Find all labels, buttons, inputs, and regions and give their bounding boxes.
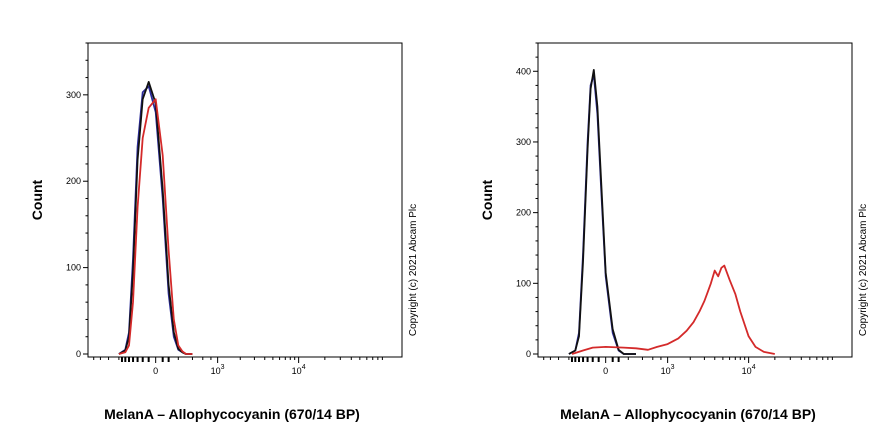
y-tick-label: 0 [526, 349, 531, 359]
x-axis-1: 0 103 104 [93, 357, 383, 376]
x-tick-label: 104 [292, 364, 306, 376]
y-tick-label: 0 [76, 349, 81, 359]
plot-frame-2 [537, 42, 853, 358]
x-tick-label: 0 [603, 366, 608, 376]
x-tick-label: 0 [153, 366, 158, 376]
y-tick-label: 200 [516, 208, 531, 218]
copyright-2: Copyright (c) 2021 Abcam Plc [858, 204, 869, 336]
y-axis-title-1: Count [29, 179, 45, 220]
y-tick-label: 400 [516, 66, 531, 76]
x-tick-label: 103 [211, 364, 225, 376]
x-axis-title-1: MelanA – Allophycocyanin (670/14 BP) [104, 406, 360, 422]
series-group-2 [568, 69, 775, 355]
y-tick-label: 100 [66, 263, 81, 273]
series-line-2 [568, 69, 636, 355]
y-axis-title-2: Count [479, 179, 495, 220]
chart-1: 0 100 200 300 0 103 104 Count MelanA – Alloph… [29, 42, 419, 422]
x-axis-title-2: MelanA – Allophycocyanin (670/14 BP) [560, 406, 816, 422]
y-axis-2: 0 100 200 300 400 [516, 42, 538, 359]
y-tick-label: 300 [516, 137, 531, 147]
x-axis-2: 0 103 104 [543, 357, 833, 376]
copyright-1: Copyright (c) 2021 Abcam Plc [408, 204, 419, 336]
y-tick-label: 100 [516, 278, 531, 288]
chart-2: 0 100 200 300 400 0 103 104 Count MelanA – All… [479, 42, 869, 422]
series-line-3 [571, 264, 775, 355]
y-tick-label: 300 [66, 90, 81, 100]
x-tick-label: 103 [661, 364, 675, 376]
series-group-1 [118, 81, 193, 355]
plot-frame-1 [87, 42, 403, 358]
series-line-3 [118, 98, 193, 355]
x-tick-label: 104 [742, 364, 756, 376]
y-axis-1: 0 100 200 300 [66, 42, 88, 359]
y-tick-label: 200 [66, 176, 81, 186]
